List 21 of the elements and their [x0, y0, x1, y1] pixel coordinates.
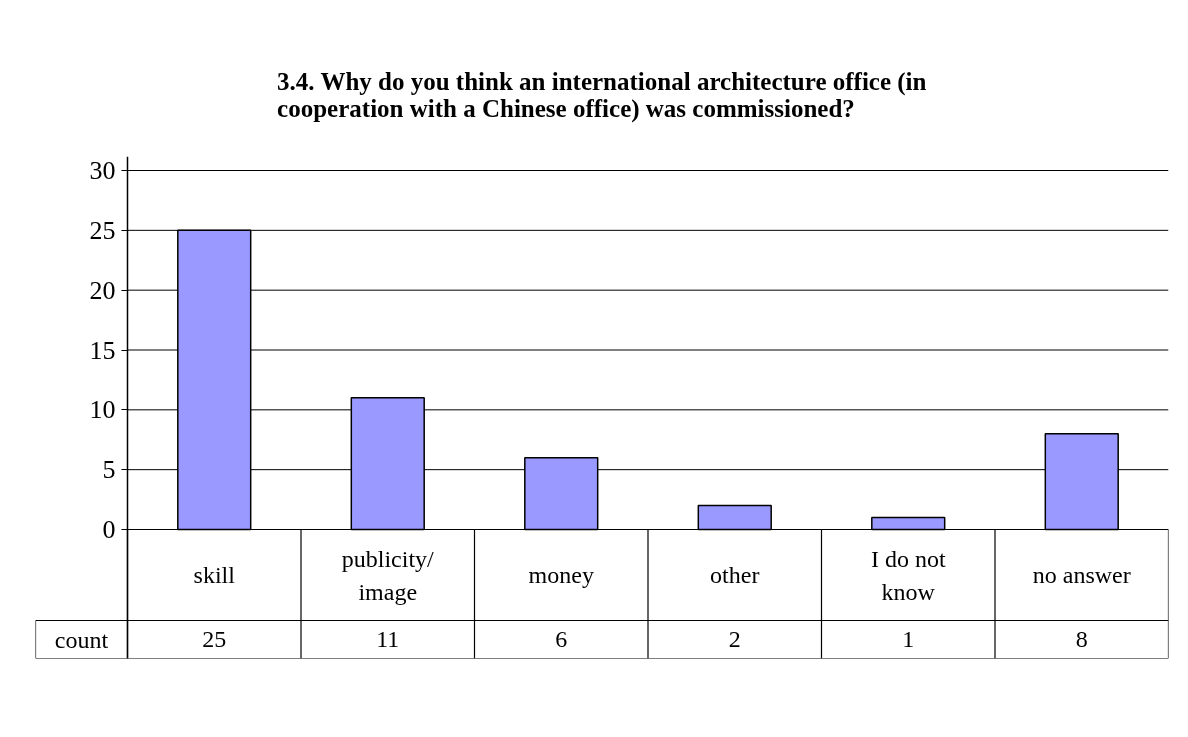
- x-tick-label: no answer: [1032, 562, 1131, 588]
- data-label: 1: [902, 626, 915, 652]
- x-tick-label: other: [710, 562, 760, 588]
- x-tick-label: publicity/image: [341, 545, 435, 605]
- x-tick-label: skill: [193, 562, 236, 588]
- data-label: 6: [555, 626, 568, 652]
- data-label: 25: [202, 626, 227, 652]
- y-tick-label: 0: [102, 515, 116, 544]
- x-tick-label: money: [528, 562, 594, 588]
- legend-label: count: [54, 626, 109, 653]
- data-label: 2: [728, 626, 741, 652]
- y-tick-label: 25: [89, 215, 116, 245]
- y-tick-label: 20: [89, 275, 116, 305]
- y-tick-label: 30: [89, 156, 116, 185]
- chart-title: 3.4. Why do you think an international architecture office (in cooperation with a Chinese office) was commissioned?: [277, 67, 927, 123]
- data-label: 11: [376, 626, 400, 652]
- x-tick-label: I do not know: [870, 545, 946, 605]
- y-tick-label: 15: [89, 335, 116, 365]
- data-label: 8: [1075, 626, 1088, 652]
- y-tick-label: 5: [102, 455, 116, 485]
- y-tick-label: 10: [89, 395, 116, 425]
